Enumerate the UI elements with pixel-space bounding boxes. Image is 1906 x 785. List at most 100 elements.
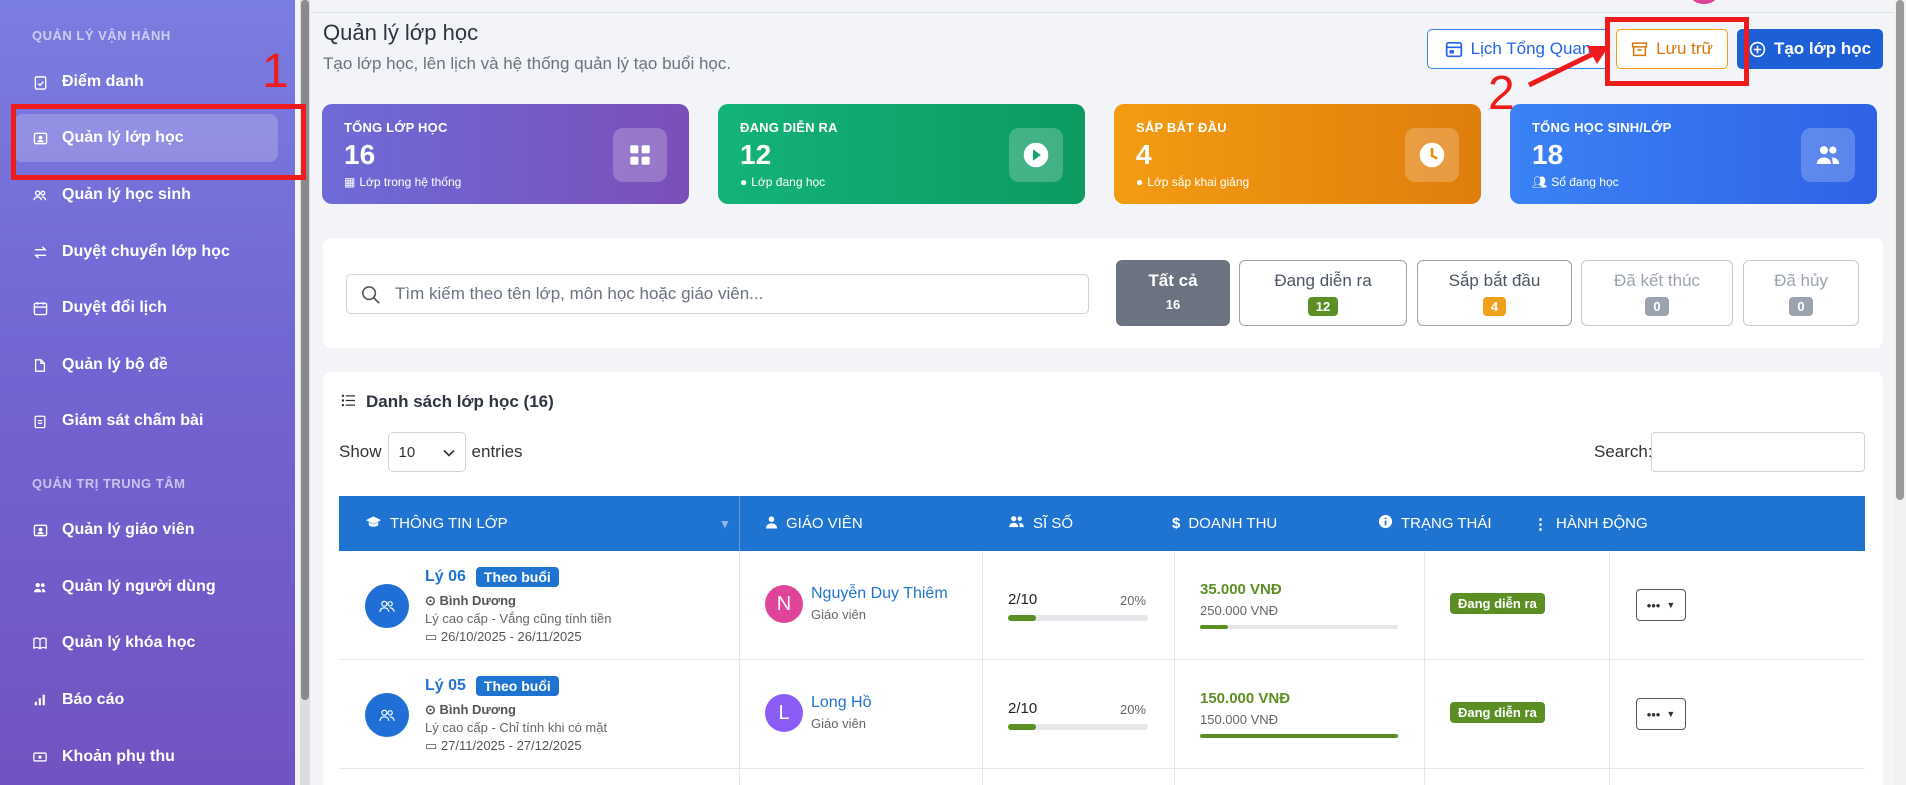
- col-teacher[interactable]: GIÁO VIÊN: [765, 496, 863, 551]
- sidebar-item-label: Quản lý học sinh: [62, 186, 191, 203]
- col-divider: [739, 660, 740, 768]
- class-dates: ▭ 26/10/2025 - 26/11/2025: [425, 629, 582, 645]
- sidebar-item-reports[interactable]: Báo cáo: [14, 676, 278, 724]
- page-size-select[interactable]: 10: [387, 432, 466, 472]
- create-class-label: Tạo lớp học: [1773, 39, 1872, 58]
- sort-icon[interactable]: ▼: [719, 516, 731, 531]
- class-type-badge: Theo buổi: [475, 676, 559, 696]
- sidebar-item-class-transfer[interactable]: Duyệt chuyển lớp học: [14, 228, 278, 276]
- stat-subtext: ● Lớp đang học: [740, 175, 1063, 189]
- class-name[interactable]: Lý 06 Theo buổi: [425, 567, 559, 587]
- page-scrollbar[interactable]: [1894, 0, 1906, 785]
- stat-sub-label: Lớp đang học: [751, 175, 826, 189]
- create-class-button[interactable]: Tạo lớp học: [1737, 29, 1883, 69]
- col-revenue[interactable]: $ DOANH THU: [1172, 496, 1277, 551]
- table-header: THÔNG TIN LỚP ▼ GIÁO VIÊN SĨ SỐ $ DOANH …: [339, 496, 1865, 551]
- sidebar-item-attendance[interactable]: Điểm danh: [14, 58, 278, 106]
- sidebar-scrollbar[interactable]: [300, 0, 310, 785]
- teacher-role: Giáo viên: [811, 716, 866, 731]
- enrollment-value: 2/10: [1008, 591, 1038, 608]
- enrollment-cell: 2/10 20%: [982, 660, 1174, 768]
- sidebar-item-courses[interactable]: Quản lý khóa học: [14, 619, 278, 667]
- list-title: Danh sách lớp học (16): [341, 392, 554, 412]
- class-name-text[interactable]: Lý 05: [425, 677, 466, 694]
- search-icon: [361, 285, 381, 310]
- calendar-icon: ▭: [425, 629, 438, 644]
- filter-tab-all[interactable]: Tất cả 16: [1116, 260, 1230, 326]
- teacher-name[interactable]: Nguyễn Duy Thiêm: [811, 585, 948, 602]
- clock-icon: [1405, 128, 1459, 182]
- sidebar-item-grading-supervision[interactable]: Giám sát chấm bài: [14, 397, 278, 445]
- class-location: ⊙ Bình Dương: [425, 593, 516, 609]
- sidebar-item-question-sets[interactable]: Quản lý bộ đề: [14, 341, 278, 389]
- stat-card-upcoming: SẮP BẮT ĐẦU 4 ● Lớp sắp khai giảng: [1114, 104, 1481, 204]
- stat-label: SẮP BẮT ĐẦU: [1136, 120, 1227, 135]
- clock-icon: ●: [1136, 175, 1144, 189]
- sidebar-section-operations: QUẢN LÝ VẬN HÀNH: [32, 28, 171, 43]
- status-cell: Đang diễn ra: [1424, 551, 1609, 659]
- sidebar-section-center-admin: QUẢN TRỊ TRUNG TÂM: [32, 476, 186, 491]
- map-pin-icon: ⊙: [425, 702, 436, 717]
- filter-panel: Tìm kiếm theo tên lớp, môn học hoặc giáo…: [323, 238, 1883, 348]
- calendar-icon: [32, 300, 48, 316]
- col-class-info[interactable]: THÔNG TIN LỚP: [365, 496, 508, 551]
- revenue-total: 250.000 VNĐ: [1200, 603, 1279, 618]
- col-actions[interactable]: ⋮ HÀNH ĐỘNG: [1533, 496, 1648, 551]
- stat-label: TỔNG LỚP HỌC: [344, 120, 448, 135]
- stat-card-ongoing: ĐANG DIỄN RA 12 ● Lớp đang học: [718, 104, 1085, 204]
- stat-value: 18: [1532, 139, 1564, 170]
- row-actions-dropdown[interactable]: ••• ▼: [1636, 698, 1686, 730]
- col-enrollment[interactable]: SĨ SỐ: [1008, 496, 1073, 551]
- sidebar-scroll-thumb[interactable]: [301, 0, 309, 700]
- col-status[interactable]: TRẠNG THÁI: [1378, 496, 1492, 551]
- clipboard-check-icon: [32, 74, 48, 90]
- teacher-cell: N Nguyễn Duy Thiêm Giáo viên: [739, 551, 982, 659]
- class-list-panel: Danh sách lớp học (16) Show 10 entries S…: [323, 372, 1883, 785]
- sidebar-item-schedule-change[interactable]: Duyệt đổi lịch: [14, 284, 278, 332]
- filter-tab-label: Sắp bắt đầu: [1448, 271, 1541, 290]
- filter-tab-cancelled[interactable]: Đã hủy 0: [1743, 260, 1859, 326]
- filter-tab-count: 16: [1165, 297, 1181, 312]
- filter-tab-count: 0: [1645, 297, 1669, 316]
- revenue-bar: [1200, 734, 1398, 738]
- money-icon: [32, 749, 48, 765]
- row-actions-dropdown[interactable]: ••• ▼: [1636, 589, 1686, 621]
- col-divider: [1174, 660, 1175, 768]
- play-circle-icon: ●: [740, 175, 748, 189]
- users-icon: [1801, 128, 1855, 182]
- sidebar-item-teachers[interactable]: Quản lý giáo viên: [14, 506, 278, 554]
- sidebar-item-users[interactable]: Quản lý người dùng: [14, 563, 278, 611]
- archive-button[interactable]: Lưu trữ: [1616, 29, 1728, 69]
- filter-tab-ongoing[interactable]: Đang diễn ra 12: [1239, 260, 1407, 326]
- enrollment-percent: 20%: [1120, 702, 1147, 717]
- sidebar-item-class-management[interactable]: Quản lý lớp học: [14, 114, 278, 162]
- stat-sub-label: Lớp sắp khai giảng: [1147, 175, 1250, 189]
- id-card-icon: [32, 130, 48, 146]
- class-search-input[interactable]: Tìm kiếm theo tên lớp, môn học hoặc giáo…: [346, 274, 1089, 314]
- annotation-arrow: [1527, 46, 1609, 88]
- stat-value: 12: [740, 139, 772, 170]
- class-name[interactable]: Lý 05 Theo buổi: [425, 676, 559, 696]
- class-name-text[interactable]: Lý 06: [425, 568, 466, 585]
- teacher-avatar: N: [765, 585, 803, 623]
- col-divider: [982, 551, 983, 659]
- filter-tab-upcoming[interactable]: Sắp bắt đầu 4: [1417, 260, 1572, 326]
- teacher-name[interactable]: Long Hồ: [811, 694, 872, 711]
- sidebar-item-surcharges[interactable]: Khoản phụ thu: [14, 733, 278, 781]
- dates-text: 27/11/2025 - 27/12/2025: [440, 738, 582, 753]
- map-pin-icon: ⊙: [425, 593, 436, 608]
- revenue-collected: 150.000 VNĐ: [1200, 690, 1291, 707]
- overview-schedule-button[interactable]: Lịch Tổng Quan: [1427, 29, 1609, 69]
- table-search-input[interactable]: [1651, 432, 1865, 472]
- overview-schedule-label: Lịch Tổng Quan: [1470, 39, 1592, 58]
- col-divider: [1174, 769, 1175, 785]
- filter-tab-finished[interactable]: Đã kết thúc 0: [1581, 260, 1733, 326]
- page-scroll-thumb[interactable]: [1896, 0, 1904, 500]
- revenue-collected: 35.000 VNĐ: [1200, 581, 1282, 598]
- user-avatar-partial[interactable]: [1690, 0, 1718, 4]
- stat-subtext: ● Lớp sắp khai giảng: [1136, 175, 1459, 189]
- annotation-number-1: 1: [262, 45, 289, 98]
- table-row: [339, 769, 1865, 785]
- table-row: Lý 06 Theo buổi ⊙ Bình Dương Lý cao cấp …: [339, 551, 1865, 660]
- sidebar-item-students[interactable]: Quản lý học sinh: [14, 171, 278, 219]
